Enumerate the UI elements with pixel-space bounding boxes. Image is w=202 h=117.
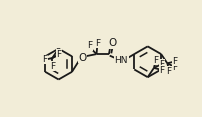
Text: F: F xyxy=(95,39,100,48)
Text: F: F xyxy=(173,57,178,66)
Text: F: F xyxy=(159,60,164,69)
Text: O: O xyxy=(78,53,87,63)
Text: HN: HN xyxy=(115,56,128,65)
Text: F: F xyxy=(153,56,158,65)
Text: O: O xyxy=(109,38,117,48)
Text: F: F xyxy=(87,41,92,50)
Text: F: F xyxy=(173,63,178,72)
Text: F: F xyxy=(159,66,164,75)
Text: F: F xyxy=(56,50,61,59)
Text: F: F xyxy=(42,55,47,64)
Text: F: F xyxy=(166,67,171,75)
Text: F: F xyxy=(50,62,55,71)
